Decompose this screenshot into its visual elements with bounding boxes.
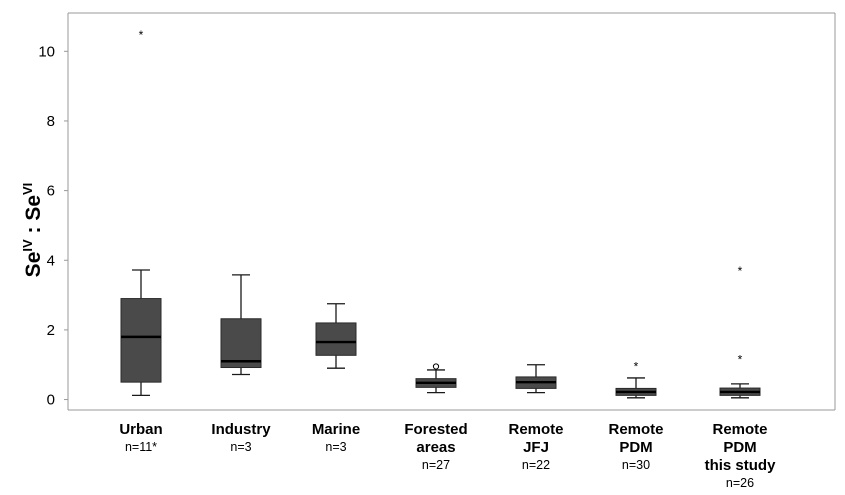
y-tick-label: 4 xyxy=(47,252,55,269)
category-labels: Urban n=11* Industry n=3 Marine n=3 Forestedar… xyxy=(119,421,776,490)
category-label: Forested xyxy=(404,421,467,438)
box-5 xyxy=(515,364,557,394)
outlier-circle xyxy=(432,363,440,370)
sample-size-label: n=11* xyxy=(125,440,157,454)
box-6: * xyxy=(615,359,657,399)
outlier-star: * xyxy=(738,352,743,366)
category-label: areas xyxy=(416,439,455,456)
box-1: * xyxy=(120,28,162,397)
y-tick-label: 0 xyxy=(47,392,55,409)
y-tick-label: 8 xyxy=(47,113,55,130)
outlier-star: * xyxy=(738,264,743,278)
category-label: PDM xyxy=(619,439,652,456)
y-axis-label: SeIV : SeVI xyxy=(20,183,45,278)
category-label: PDM xyxy=(723,439,756,456)
sample-size-label: n=26 xyxy=(726,476,754,490)
category-label: Industry xyxy=(211,421,271,438)
sample-size-label: n=3 xyxy=(325,440,346,454)
category-label: Urban xyxy=(119,421,162,438)
category-label: Remote xyxy=(608,421,663,438)
boxes: ** ** xyxy=(120,28,761,399)
category-label: Marine xyxy=(312,421,360,438)
box-iqr xyxy=(315,322,357,356)
sample-size-label: n=27 xyxy=(422,458,450,472)
y-tick-label: 10 xyxy=(38,43,55,60)
y-tick-label: 2 xyxy=(47,322,55,339)
sample-size-label: n=30 xyxy=(622,458,650,472)
box-2 xyxy=(220,274,262,376)
outlier-star: * xyxy=(634,359,639,373)
plot-frame xyxy=(67,12,836,411)
category-label: this study xyxy=(705,457,776,474)
box-3 xyxy=(315,303,357,369)
box-4 xyxy=(415,363,457,394)
outlier-star: * xyxy=(139,28,144,42)
box-7: ** xyxy=(719,264,761,399)
sample-size-label: n=3 xyxy=(230,440,251,454)
category-label: Remote xyxy=(712,421,767,438)
y-tick-label: 6 xyxy=(47,183,55,200)
box-iqr xyxy=(120,298,162,383)
box-iqr xyxy=(220,318,262,369)
y-axis-ticks: 0 2 4 6 8 10 xyxy=(38,43,68,409)
category-label: JFJ xyxy=(523,439,549,456)
category-label: Remote xyxy=(508,421,563,438)
sample-size-label: n=22 xyxy=(522,458,550,472)
